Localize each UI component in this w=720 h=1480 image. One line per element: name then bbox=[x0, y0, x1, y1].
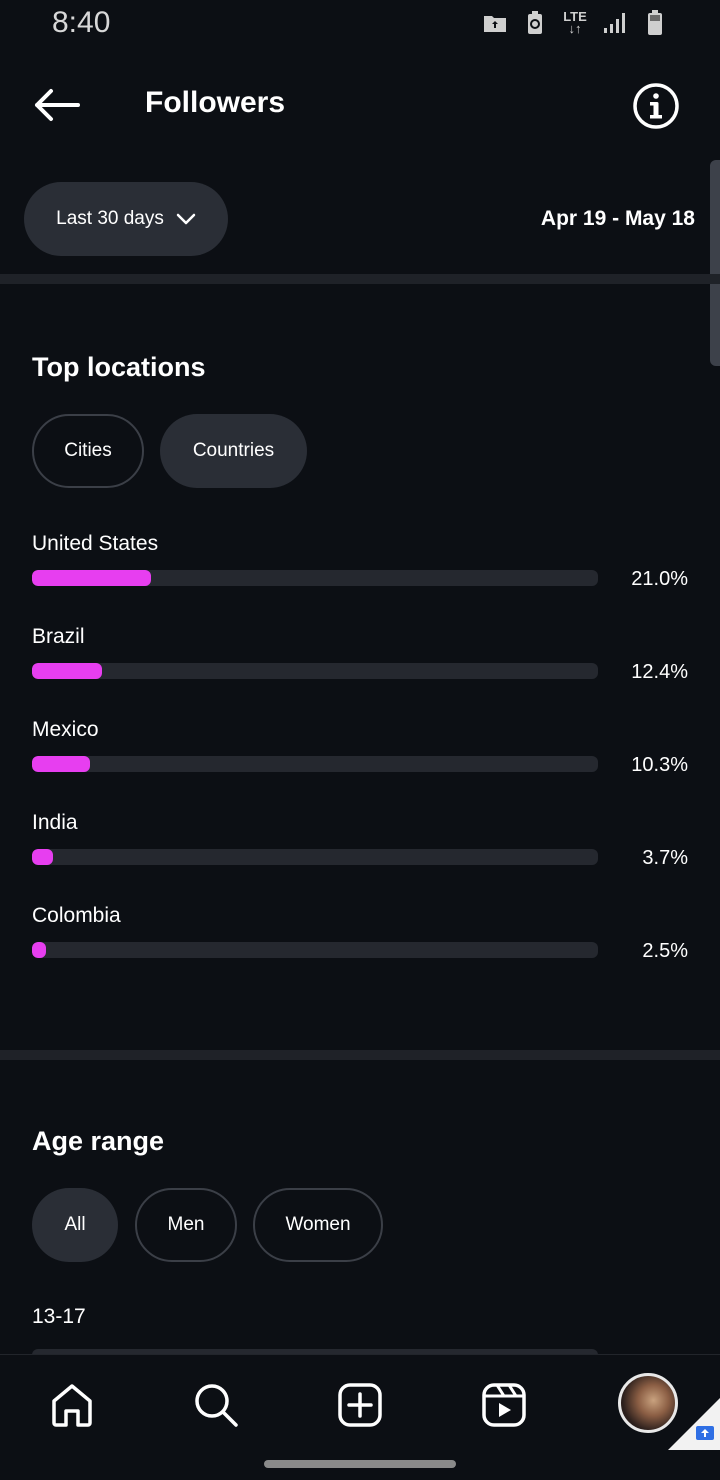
tab-women[interactable]: Women bbox=[253, 1188, 383, 1262]
signal-icon bbox=[602, 10, 628, 36]
nav-search[interactable] bbox=[186, 1375, 246, 1435]
tab-men[interactable]: Men bbox=[135, 1188, 237, 1262]
location-bar-track bbox=[32, 570, 598, 586]
tab-women-label: Women bbox=[285, 1214, 351, 1235]
info-icon bbox=[633, 83, 679, 129]
location-bar-fill bbox=[32, 570, 151, 586]
location-row: Colombia 2.5% bbox=[32, 904, 692, 974]
tab-all-label: All bbox=[64, 1214, 86, 1235]
section-divider bbox=[0, 1050, 720, 1060]
location-percent: 2.5% bbox=[642, 940, 688, 962]
status-bar: 8:40 LTE ↓↑ bbox=[0, 0, 720, 50]
age-row: 13-17 bbox=[32, 1305, 692, 1365]
battery-saver-icon bbox=[522, 10, 548, 36]
section-divider bbox=[0, 274, 720, 284]
location-percent: 10.3% bbox=[631, 754, 688, 776]
upload-badge-icon bbox=[668, 1398, 720, 1450]
reels-icon bbox=[482, 1383, 526, 1427]
location-bar-track bbox=[32, 942, 598, 958]
lte-icon: LTE ↓↑ bbox=[563, 9, 587, 36]
location-row: India 3.7% bbox=[32, 811, 692, 881]
top-locations-title: Top locations bbox=[32, 352, 206, 382]
age-range-title: Age range bbox=[32, 1126, 165, 1156]
back-button[interactable] bbox=[30, 82, 82, 128]
tab-cities-label: Cities bbox=[64, 440, 112, 461]
location-bar-fill bbox=[32, 756, 91, 772]
tab-cities[interactable]: Cities bbox=[32, 414, 144, 488]
nav-reels[interactable] bbox=[474, 1375, 534, 1435]
location-name: Colombia bbox=[32, 904, 121, 927]
chevron-down-icon bbox=[176, 213, 196, 225]
network-label: LTE bbox=[563, 9, 587, 24]
location-name: United States bbox=[32, 532, 159, 555]
nav-create[interactable] bbox=[330, 1375, 390, 1435]
home-indicator[interactable] bbox=[264, 1460, 456, 1468]
location-bar-track bbox=[32, 663, 598, 679]
age-label: 13-17 bbox=[32, 1305, 86, 1328]
location-name: Mexico bbox=[32, 718, 99, 741]
location-row: Mexico 10.3% bbox=[32, 718, 692, 788]
location-bar-fill bbox=[32, 849, 53, 865]
date-range-text: Apr 19 - May 18 bbox=[540, 207, 695, 230]
location-bar-fill bbox=[32, 663, 103, 679]
status-icons: LTE ↓↑ bbox=[482, 10, 668, 36]
tab-countries-label: Countries bbox=[192, 440, 275, 461]
location-bar-track bbox=[32, 849, 598, 865]
search-icon bbox=[195, 1384, 238, 1427]
home-icon bbox=[52, 1384, 92, 1427]
battery-icon bbox=[642, 10, 668, 36]
folder-icon bbox=[482, 10, 508, 36]
location-bar-track bbox=[32, 756, 598, 772]
nav-home[interactable] bbox=[42, 1375, 102, 1435]
tab-all[interactable]: All bbox=[32, 1188, 118, 1262]
date-range-dropdown-label: Last 30 days bbox=[56, 208, 164, 229]
tab-men-label: Men bbox=[167, 1214, 205, 1235]
create-post-icon bbox=[338, 1383, 382, 1427]
location-row: Brazil 12.4% bbox=[32, 625, 692, 695]
scrollbar-thumb[interactable] bbox=[710, 160, 720, 366]
location-name: India bbox=[32, 811, 78, 834]
location-bar-fill bbox=[32, 942, 47, 958]
header: Followers bbox=[0, 64, 720, 144]
location-name: Brazil bbox=[32, 625, 85, 648]
profile-avatar[interactable] bbox=[618, 1373, 678, 1433]
page-title: Followers bbox=[145, 86, 286, 119]
info-button[interactable] bbox=[632, 82, 680, 130]
date-range-dropdown[interactable]: Last 30 days bbox=[24, 182, 228, 256]
location-row: United States 21.0% bbox=[32, 532, 692, 602]
location-percent: 12.4% bbox=[631, 661, 688, 683]
location-percent: 21.0% bbox=[631, 568, 688, 590]
location-percent: 3.7% bbox=[642, 847, 688, 869]
bottom-navigation bbox=[0, 1354, 720, 1480]
back-arrow-icon bbox=[35, 89, 80, 121]
tab-countries[interactable]: Countries bbox=[160, 414, 307, 488]
status-time: 8:40 bbox=[52, 6, 111, 39]
